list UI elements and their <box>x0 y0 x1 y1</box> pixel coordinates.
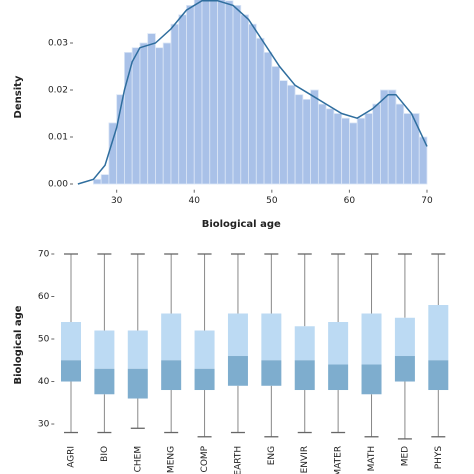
hist-bar <box>356 117 366 185</box>
box-lower <box>428 360 449 391</box>
hist-bar <box>248 23 257 185</box>
box-lower <box>361 364 382 395</box>
y-tick-label: 50 <box>38 335 50 345</box>
kde-line <box>77 0 428 185</box>
box-lower <box>161 360 182 391</box>
histogram-plot <box>77 0 428 185</box>
hist-bar <box>178 14 187 185</box>
x-tick-label: ENG <box>267 446 277 465</box>
x-tick-label: MATH <box>367 446 377 472</box>
box-upper <box>94 330 115 369</box>
hist-bar <box>364 113 374 185</box>
x-tick-label: BIO <box>100 446 110 462</box>
y-axis-label: Density <box>13 75 24 118</box>
axes: 0.00 0.01 0.02 0.03 30 40 50 60 70 Biological age… <box>13 39 449 474</box>
hist-bar <box>403 113 412 185</box>
y-tick-label: 0.02 <box>48 86 68 96</box>
box-upper <box>161 313 182 361</box>
hist-bar <box>279 80 288 185</box>
box-upper <box>361 313 382 365</box>
hist-bar <box>240 14 249 185</box>
hist-bar <box>170 23 180 185</box>
x-tick-label: MATER <box>334 446 344 474</box>
hist-bar <box>271 66 280 185</box>
x-tick-label: PHYS <box>434 446 444 470</box>
x-tick-label: AGRI <box>66 446 76 468</box>
x-tick-label: 30 <box>111 196 123 206</box>
hist-bar <box>286 84 296 185</box>
hist-bar <box>155 47 164 185</box>
hist-bar <box>224 0 234 185</box>
hist-bar <box>131 47 141 185</box>
x-tick-label: 70 <box>421 196 433 206</box>
hist-bar <box>232 5 242 185</box>
hist-bar <box>263 52 273 185</box>
x-tick-label: 40 <box>189 196 201 206</box>
x-tick-label: 50 <box>266 196 278 206</box>
hist-bar <box>411 113 420 185</box>
box-upper <box>194 330 215 369</box>
box-lower <box>194 368 215 391</box>
y-tick-label: 40 <box>38 377 50 387</box>
box-upper <box>428 305 449 361</box>
box-lower <box>261 360 282 386</box>
box-lower <box>328 364 349 391</box>
hist-bar <box>147 33 156 185</box>
box-lower <box>94 368 115 395</box>
box-upper <box>394 317 415 357</box>
box-lower <box>227 356 248 386</box>
hist-bar <box>201 0 211 185</box>
box-upper <box>328 322 349 365</box>
y-tick-label: 0.03 <box>48 39 68 49</box>
hist-bar <box>92 178 102 185</box>
hist-bar <box>387 89 397 185</box>
box-lower <box>294 360 315 391</box>
x-tick-label: COMP <box>200 445 210 472</box>
y-tick-label: 30 <box>38 420 50 430</box>
hist-bar <box>294 94 304 185</box>
hist-bar <box>302 99 312 185</box>
hist-bar <box>349 122 358 185</box>
box-lower <box>394 356 415 382</box>
x-tick-label: EARTH <box>233 446 243 474</box>
hist-bar <box>193 0 203 185</box>
box-lower <box>60 360 81 382</box>
hist-bar <box>341 117 350 185</box>
box-upper <box>294 326 315 361</box>
hist-bar <box>255 37 265 185</box>
hist-bar <box>124 52 133 185</box>
x-tick-label: 60 <box>344 196 356 206</box>
box-lower <box>127 368 148 399</box>
x-tick-label: MENG <box>167 446 177 473</box>
hist-bar <box>186 5 195 185</box>
hist-bar <box>209 0 218 185</box>
x-tick-label: ENVIR <box>300 446 310 473</box>
x-tick-label: MED <box>400 446 410 466</box>
hist-bar <box>217 0 226 185</box>
hist-bar <box>100 174 110 185</box>
y-tick-label: 60 <box>38 292 50 302</box>
hist-bar <box>317 103 327 185</box>
box-upper <box>60 322 81 361</box>
hist-bar <box>139 42 149 185</box>
y-tick-label: 0.01 <box>48 133 68 143</box>
hist-bar <box>372 103 381 185</box>
hist-bar <box>325 108 335 185</box>
x-tick-label: CHEM <box>133 446 143 473</box>
hist-bar <box>333 113 343 185</box>
y-axis-label: Biological age <box>13 305 24 384</box>
box-upper <box>227 313 248 357</box>
y-tick-label: 0.00 <box>48 180 68 190</box>
hist-bar <box>310 89 319 185</box>
hist-bar <box>380 89 389 185</box>
box-upper <box>261 313 282 361</box>
x-axis-label: Biological age <box>202 219 281 230</box>
hist-bar <box>395 103 405 185</box>
hist-bar <box>162 42 172 185</box>
y-tick-label: 70 <box>38 250 50 260</box>
box-upper <box>127 330 148 369</box>
